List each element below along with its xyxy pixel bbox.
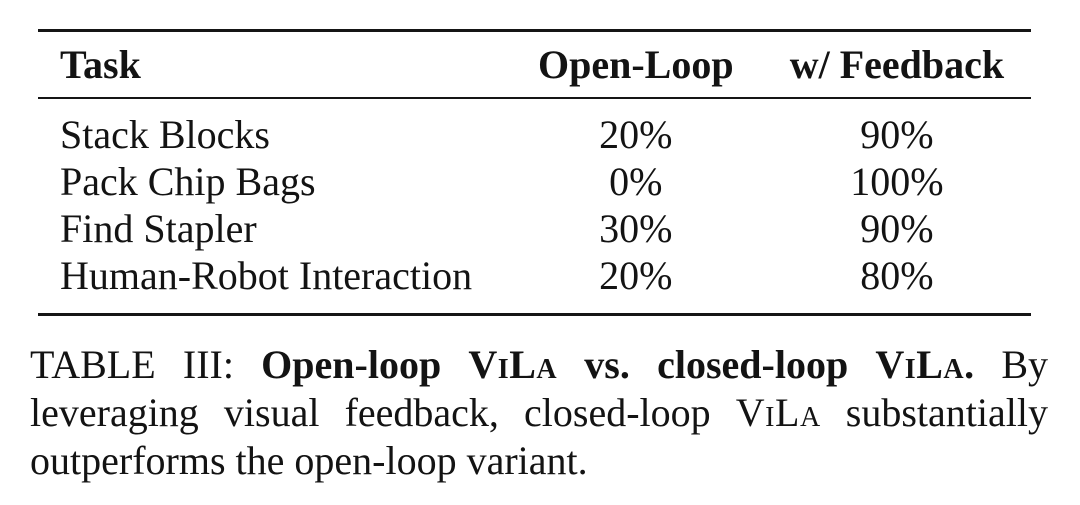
open-loop-cell: 20% [599,253,673,298]
feedback-cell: 80% [860,253,934,298]
results-table-container: Task Open-Loop w/ Feedback Stack Blocks … [38,29,1031,316]
caption-segment: . [964,342,1002,387]
table-row: Human-Robot Interaction 20% 80% [38,252,1031,315]
table-row: Pack Chip Bags 0% 100% [38,158,1031,205]
caption-segment: substantially outperforms the open-loop … [30,390,1048,483]
caption-segment: ViLa [735,390,821,435]
task-cell: Find Stapler [60,206,257,251]
feedback-cell: 90% [860,112,934,157]
column-header-open-loop: Open-Loop [508,30,763,99]
caption-segment: TABLE III: [30,342,262,387]
feedback-cell: 100% [850,159,944,204]
caption-segment: vs. closed-loop [557,342,876,387]
column-header-feedback: w/ Feedback [762,30,1031,99]
task-cell: Pack Chip Bags [60,159,316,204]
caption-segment: ViLa [468,342,558,387]
table-row: Find Stapler 30% 90% [38,205,1031,252]
task-cell: Human-Robot Interaction [60,253,473,298]
open-loop-cell: 20% [599,112,673,157]
table-caption: TABLE III: Open-loop ViLa vs. closed-loo… [30,341,1048,485]
results-table: Task Open-Loop w/ Feedback Stack Blocks … [38,29,1031,316]
open-loop-cell: 30% [599,206,673,251]
task-cell: Stack Blocks [60,112,270,157]
feedback-cell: 90% [860,206,934,251]
table-row: Stack Blocks 20% 90% [38,98,1031,158]
table-header-row: Task Open-Loop w/ Feedback [38,30,1031,99]
caption-segment: ViLa [875,342,965,387]
open-loop-cell: 0% [609,159,663,204]
column-header-task: Task [38,30,509,99]
caption-segment: Open-loop [261,342,469,387]
caption-segment: By leveraging visual feedback, closed-lo… [30,342,1048,435]
